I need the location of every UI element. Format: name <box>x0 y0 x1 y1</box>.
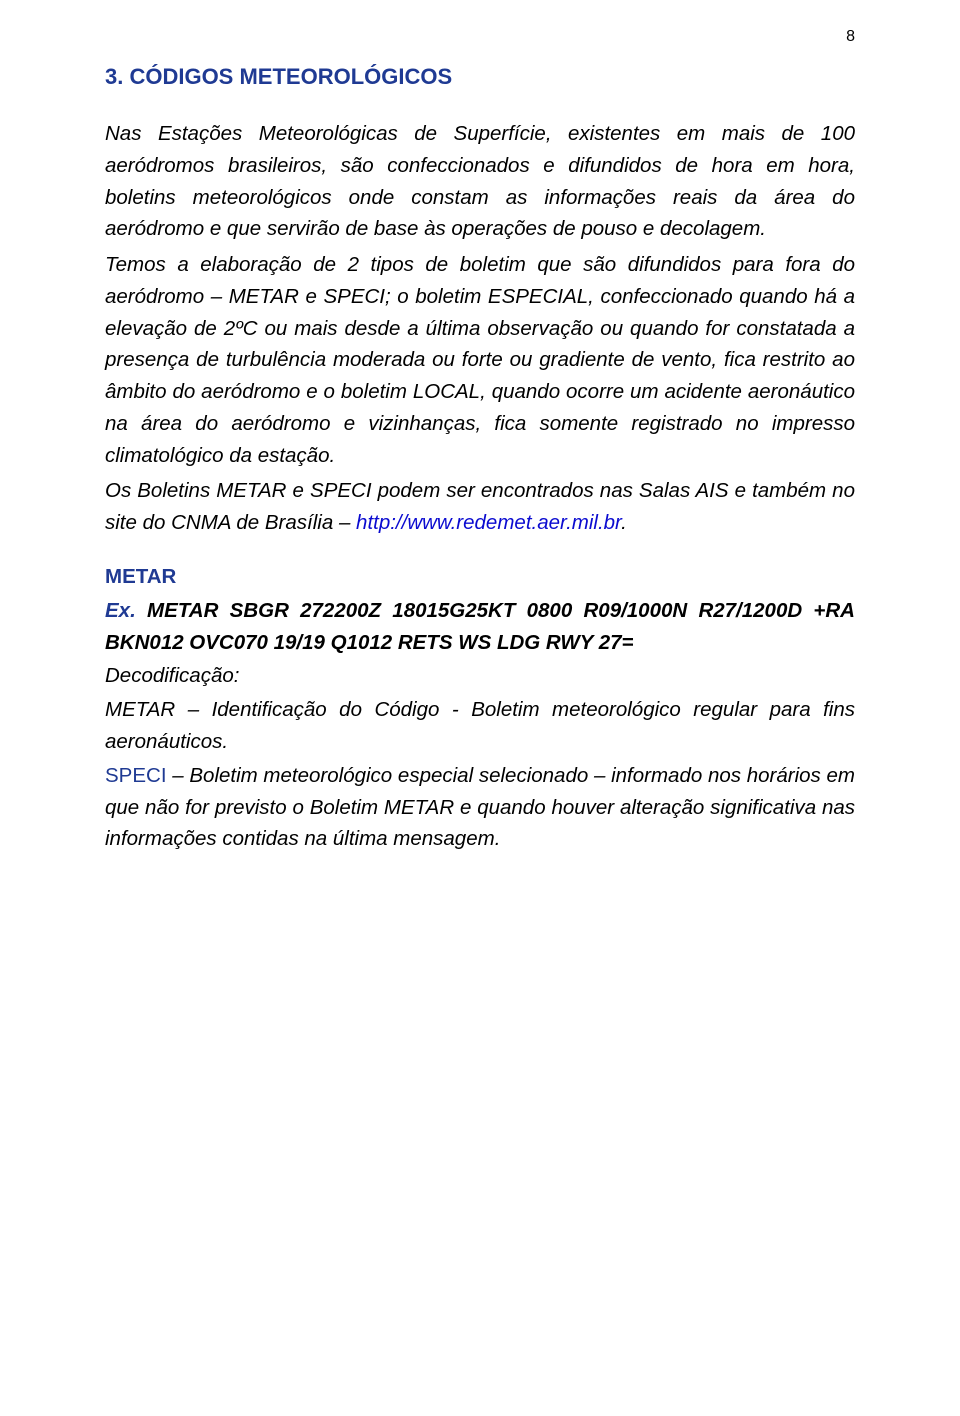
speci-definition: SPECI – Boletim meteorológico especial s… <box>105 760 855 855</box>
paragraph-intro-2: Temos a elaboração de 2 tipos de boletim… <box>105 249 855 471</box>
section-title: 3. CÓDIGOS METEOROLÓGICOS <box>105 64 855 90</box>
metar-example: Ex. METAR SBGR 272200Z 18015G25KT 0800 R… <box>105 595 855 659</box>
ex-label: Ex. <box>105 599 136 622</box>
speci-body: – Boletim meteorológico especial selecio… <box>105 764 855 851</box>
speci-prefix: SPECI <box>105 764 167 787</box>
redemet-link[interactable]: http://www.redemet.aer.mil.br <box>356 511 621 534</box>
p3-suffix-text: . <box>621 511 627 534</box>
metar-definition: METAR – Identificação do Código - Boleti… <box>105 694 855 758</box>
paragraph-intro-3: Os Boletins METAR e SPECI podem ser enco… <box>105 475 855 539</box>
document-page: 8 3. CÓDIGOS METEOROLÓGICOS Nas Estações… <box>0 0 960 1416</box>
page-number: 8 <box>846 28 855 46</box>
decod-label: Decodificação: <box>105 660 855 692</box>
ex-body: METAR SBGR 272200Z 18015G25KT 0800 R09/1… <box>105 599 855 654</box>
paragraph-intro-1: Nas Estações Meteorológicas de Superfíci… <box>105 118 855 245</box>
metar-label: METAR <box>105 565 855 589</box>
